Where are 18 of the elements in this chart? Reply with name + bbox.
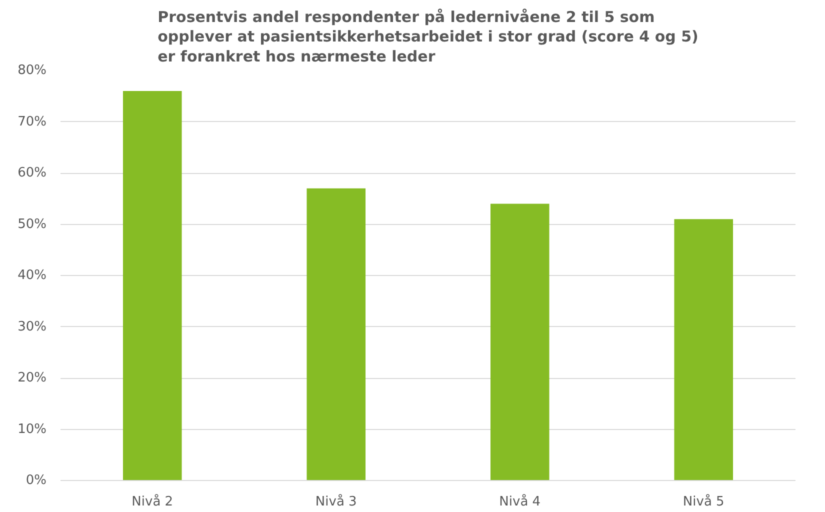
bar	[122, 91, 182, 480]
x-tick-label: Nivå 4	[499, 494, 541, 510]
y-tick-label: 20%	[18, 370, 47, 386]
y-tick-label: 40%	[18, 268, 47, 283]
x-tick-label: Nivå 2	[132, 494, 174, 510]
x-tick-label: Nivå 3	[315, 494, 357, 510]
chart-title: Prosentvis andel respondenter på ledernivåene 2 til 5 som opplever at pasientsikkerhetsarbeidet i stor grad (score 4 og 5) er forankret hos nærmeste leder	[158, 8, 698, 66]
y-tick-label: 80%	[18, 63, 47, 78]
y-tick-label: 50%	[18, 216, 47, 232]
bar	[490, 204, 550, 480]
bar	[306, 188, 366, 480]
y-tick-label: 0%	[26, 473, 46, 488]
y-tick-label: 10%	[18, 422, 47, 437]
bar	[674, 219, 734, 480]
y-tick-label: 60%	[18, 166, 47, 180]
x-tick-label: Nivå 5	[682, 494, 724, 510]
y-tick-label: 70%	[18, 114, 47, 130]
y-tick-label: 30%	[18, 319, 47, 334]
